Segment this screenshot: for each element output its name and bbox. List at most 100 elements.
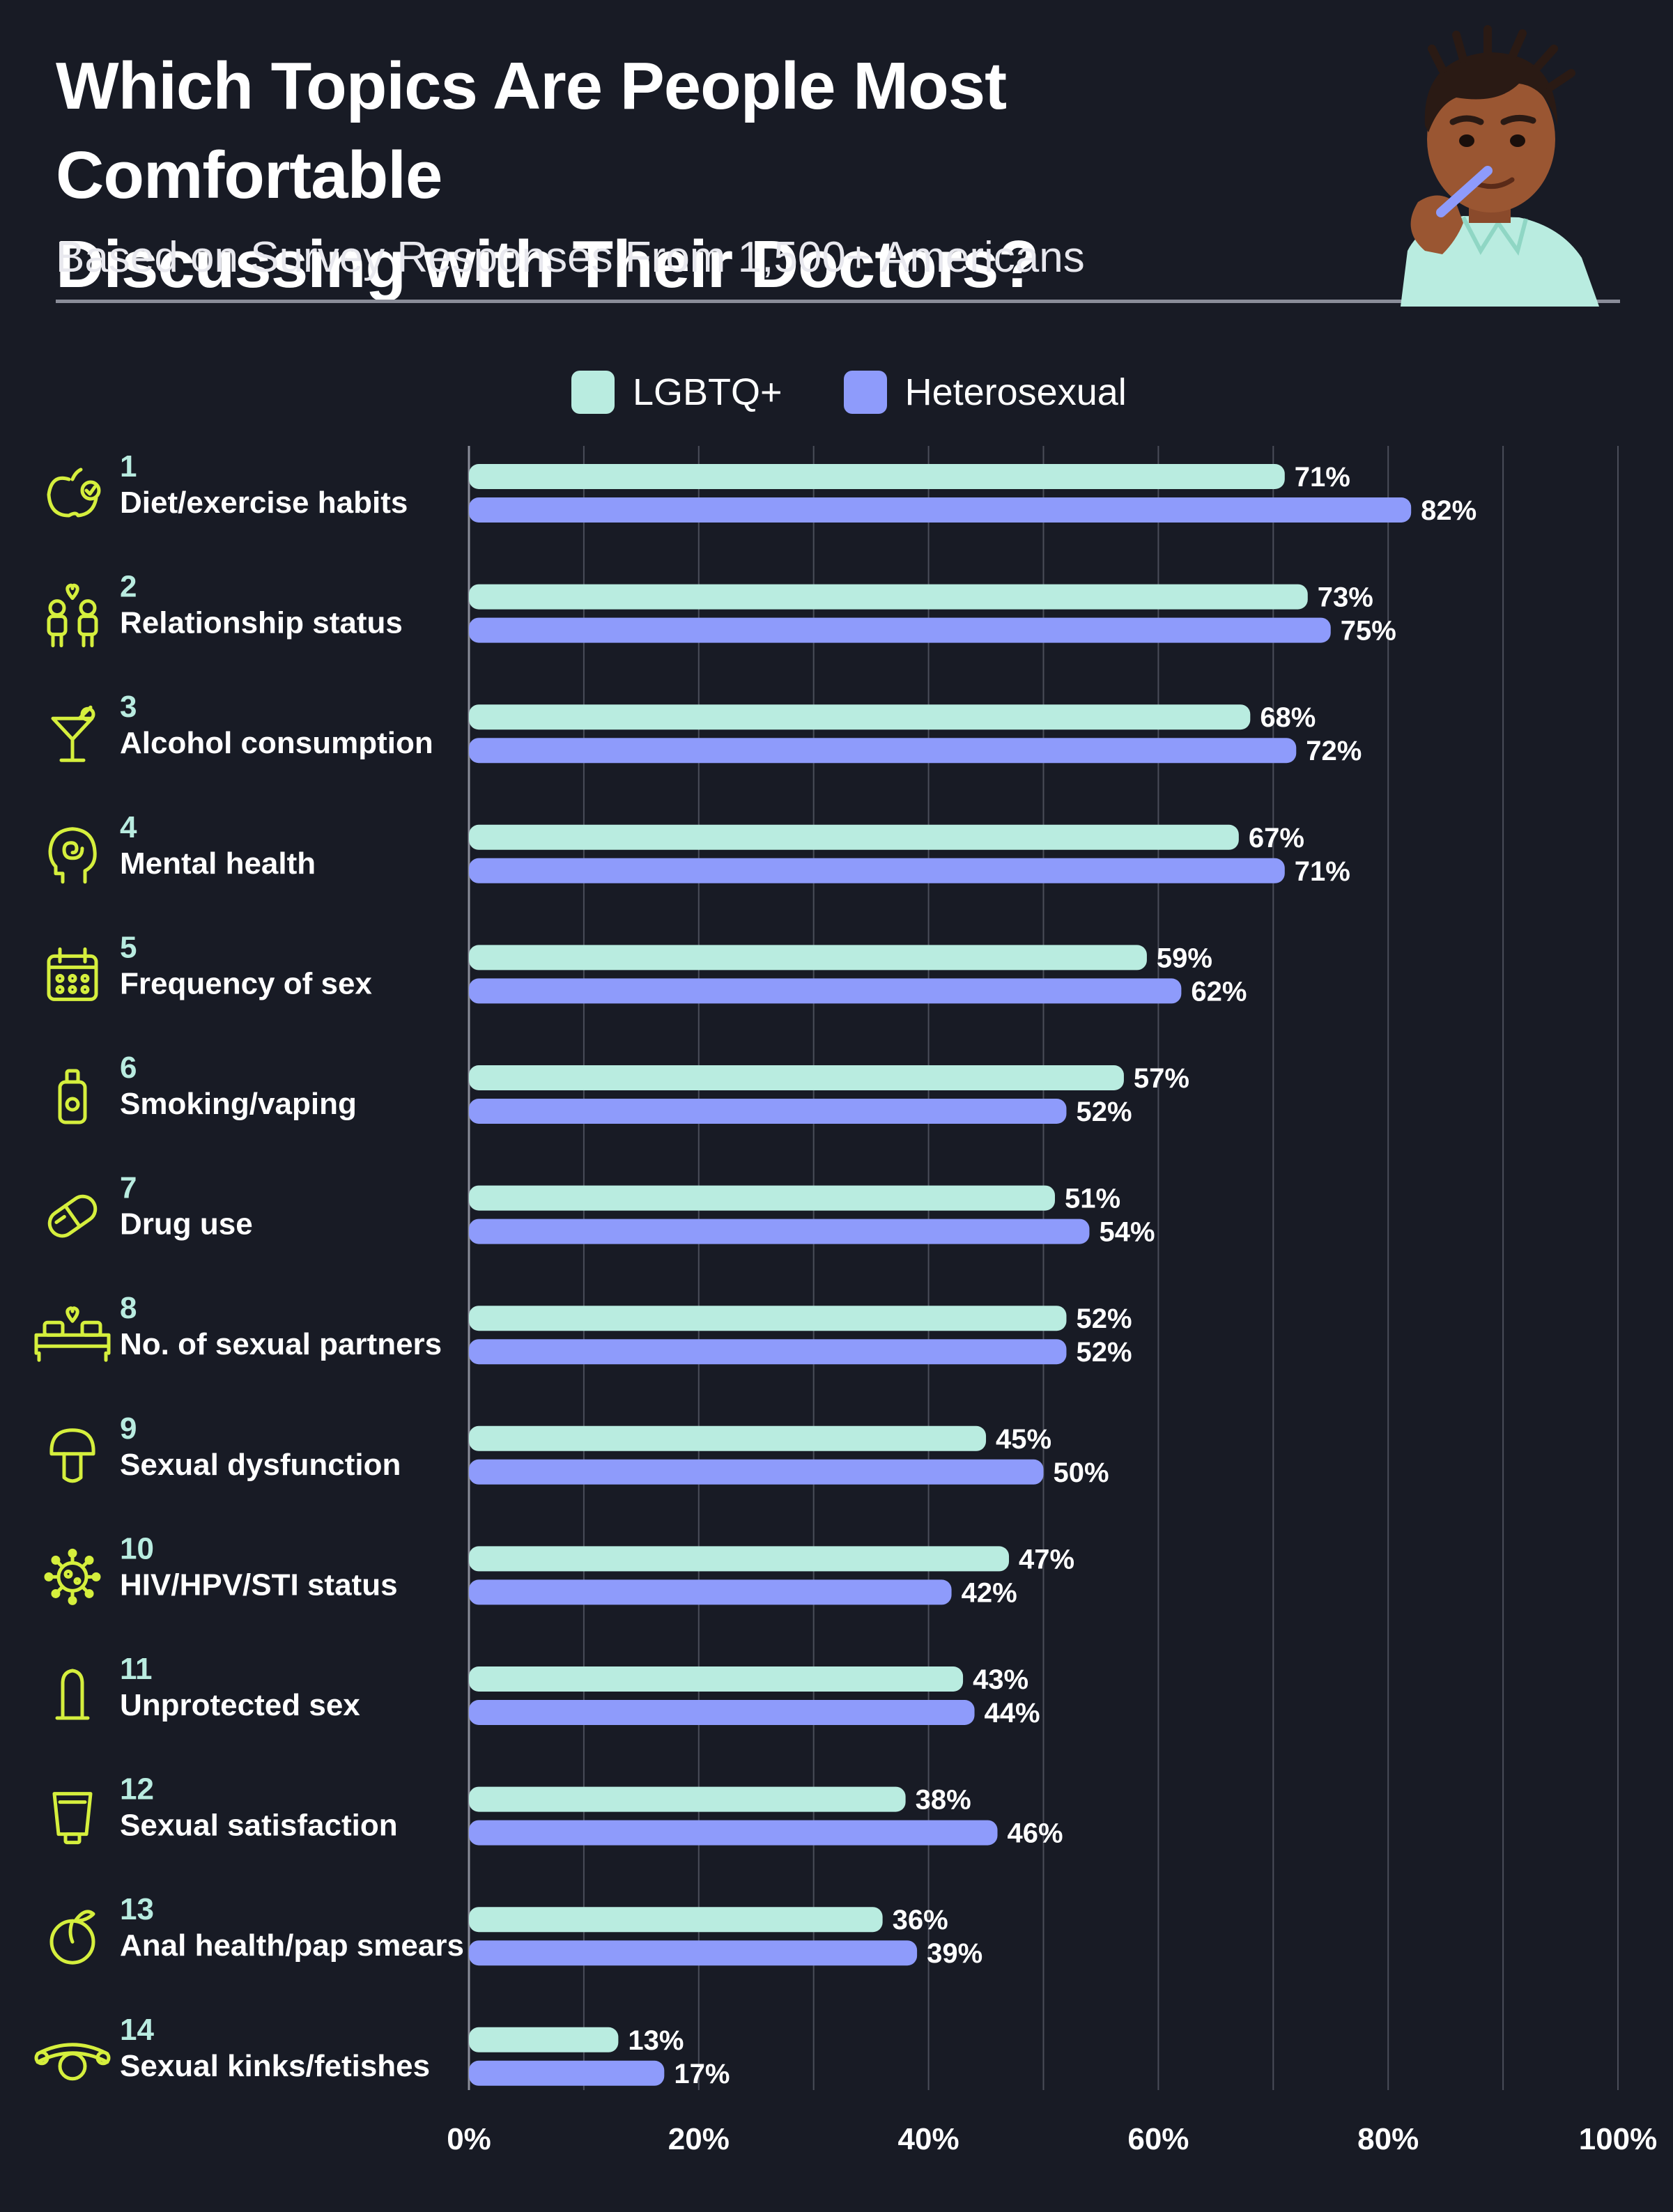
bar-lgbtq: [469, 1666, 964, 1692]
x-tick-label: 60%: [1127, 2122, 1189, 2156]
rank-number: 11: [120, 1652, 153, 1686]
bar-heterosexual: [469, 1099, 1067, 1124]
legend-label-lgbtq: LGBTQ+: [633, 371, 782, 413]
vape-icon: [58, 1069, 87, 1124]
bar-lgbtq: [469, 464, 1285, 489]
apple-check-icon: [47, 467, 101, 518]
cocktail-icon: [51, 705, 95, 762]
rank-number: 8: [120, 1291, 137, 1325]
peach-icon: [49, 1910, 95, 1965]
bar-heterosexual: [469, 1579, 952, 1605]
data-label-lgbtq: 13%: [628, 2025, 684, 2056]
data-label-heterosexual: 52%: [1076, 1097, 1132, 1127]
condom-icon: [55, 1669, 90, 1720]
rank-number: 12: [120, 1772, 154, 1807]
title-line-1: Which Topics Are People Most Comfortable: [56, 49, 1007, 212]
head-spiral-icon: [48, 827, 97, 884]
bar-lgbtq: [469, 824, 1239, 850]
bar-heterosexual: [469, 2060, 665, 2086]
ball-gag-icon: [34, 2043, 111, 2081]
data-label-heterosexual: 75%: [1341, 616, 1396, 647]
category-label: Smoking/vaping: [120, 1087, 357, 1121]
header-divider: [56, 300, 1620, 303]
category-label: Frequency of sex: [120, 966, 372, 1000]
data-label-heterosexual: 44%: [985, 1698, 1040, 1728]
row-8: 8No. of sexual partners 52%52%: [120, 1291, 1132, 1368]
data-label-lgbtq: 57%: [1134, 1063, 1189, 1094]
data-label-lgbtq: 71%: [1295, 462, 1350, 493]
data-label-lgbtq: 68%: [1260, 702, 1316, 733]
category-label: Drug use: [120, 1207, 253, 1242]
bar-heterosexual: [469, 738, 1297, 764]
bar-heterosexual: [469, 978, 1182, 1004]
bar-heterosexual: [469, 497, 1412, 523]
data-label-heterosexual: 82%: [1421, 495, 1477, 526]
bar-heterosexual: [469, 1219, 1090, 1244]
data-label-heterosexual: 71%: [1295, 856, 1350, 887]
data-label-heterosexual: 46%: [1008, 1818, 1063, 1849]
x-tick-label: 0%: [447, 2122, 491, 2156]
bar-lgbtq: [469, 1546, 1010, 1572]
data-label-heterosexual: 72%: [1306, 736, 1362, 766]
data-label-lgbtq: 45%: [996, 1424, 1051, 1455]
bar-heterosexual: [469, 1700, 975, 1725]
rank-number: 3: [120, 690, 137, 724]
chart-title: Which Topics Are People Most Comfortable…: [56, 42, 1380, 309]
bar-heterosexual: [469, 1339, 1067, 1365]
bar-lgbtq: [469, 1786, 906, 1812]
bar-lgbtq: [469, 1306, 1067, 1331]
legend-swatch-lgbtq: [571, 371, 615, 414]
data-label-lgbtq: 59%: [1157, 943, 1212, 973]
legend-item-lgbtq: LGBTQ+: [571, 371, 782, 414]
x-tick-label: 100%: [1579, 2122, 1658, 2156]
rank-number: 1: [120, 449, 137, 484]
category-label: Anal health/pap smears: [120, 1928, 464, 1963]
data-label-lgbtq: 47%: [1019, 1544, 1074, 1575]
category-label: Sexual kinks/fetishes: [120, 2049, 430, 2083]
data-label-lgbtq: 67%: [1249, 823, 1304, 853]
data-label-heterosexual: 50%: [1054, 1457, 1109, 1488]
mushroom-icon: [49, 1428, 95, 1483]
bar-lgbtq: [469, 1425, 987, 1451]
rank-number: 2: [120, 570, 137, 604]
rank-number: 9: [120, 1411, 137, 1446]
bed-heart-icon: [34, 1306, 111, 1362]
rank-number: 10: [120, 1531, 154, 1565]
thinking-person-illustration: [1401, 25, 1599, 307]
data-label-lgbtq: 51%: [1065, 1184, 1120, 1214]
data-label-heterosexual: 54%: [1099, 1217, 1155, 1248]
bar-heterosexual: [469, 617, 1331, 643]
calendar-icon: [47, 947, 98, 1001]
chart-subtitle: Based on Survey Responses From 1,500+ Am…: [56, 233, 1085, 281]
bar-lgbtq: [469, 704, 1251, 730]
category-label: Diet/exercise habits: [120, 486, 408, 520]
rank-number: 13: [120, 1892, 154, 1926]
bar-heterosexual: [469, 1820, 998, 1846]
category-label: HIV/HPV/STI status: [120, 1568, 398, 1602]
data-label-heterosexual: 42%: [962, 1577, 1017, 1608]
legend-swatch-heterosexual: [843, 371, 887, 414]
category-label: No. of sexual partners: [120, 1327, 442, 1361]
rank-number: 6: [120, 1051, 137, 1085]
category-label: Sexual satisfaction: [120, 1809, 398, 1843]
bar-lgbtq: [469, 584, 1308, 610]
data-label-lgbtq: 38%: [916, 1785, 971, 1816]
rank-number: 5: [120, 930, 137, 964]
bar-heterosexual: [469, 1459, 1044, 1485]
bar-lgbtq: [469, 1185, 1055, 1211]
data-label-heterosexual: 39%: [927, 1938, 982, 1969]
title-line-2: Discussing with Their Doctors?: [56, 227, 1039, 302]
bar-heterosexual: [469, 858, 1285, 883]
category-label: Sexual dysfunction: [120, 1448, 401, 1482]
